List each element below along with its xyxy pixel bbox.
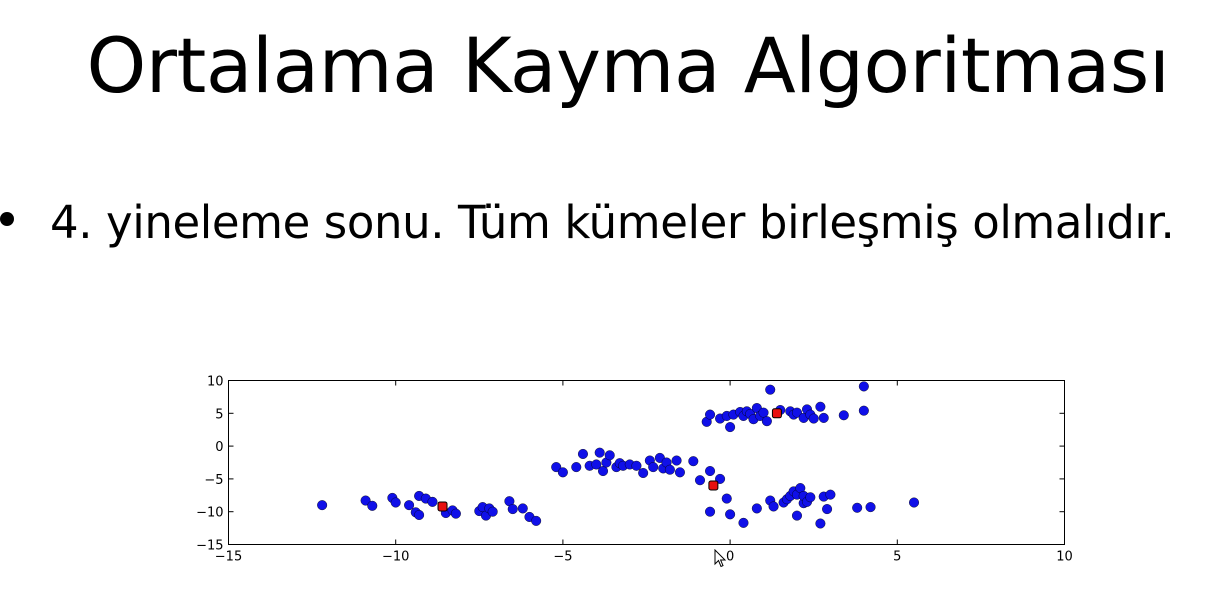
data-point (664, 464, 675, 475)
data-point (738, 517, 749, 528)
data-point (688, 456, 699, 467)
data-point (631, 460, 642, 471)
data-point (507, 504, 518, 515)
data-points (317, 381, 920, 529)
x-tick-label: 0 (726, 550, 734, 565)
data-point (487, 506, 498, 517)
data-point (695, 475, 706, 486)
x-tick-label: −10 (382, 550, 409, 565)
data-point (638, 467, 649, 478)
data-point (414, 509, 425, 520)
data-point (594, 447, 605, 458)
data-point (648, 462, 659, 473)
data-point (838, 410, 849, 421)
y-axis-ticks: 10 5 0 −5 −10 −15 (196, 375, 1065, 554)
y-tick-label: −5 (204, 473, 223, 488)
data-point (705, 409, 716, 420)
data-point (551, 462, 562, 473)
data-point (768, 501, 779, 512)
y-tick-label: −15 (196, 539, 223, 554)
scatter-chart: −15 −10 −5 0 5 10 10 5 0 −5 −10 −15 (196, 375, 1073, 565)
data-point (725, 509, 736, 520)
x-tick-label: −5 (553, 550, 572, 565)
data-point (761, 416, 772, 427)
data-point (825, 489, 836, 500)
data-point (865, 502, 876, 513)
data-point (818, 412, 829, 423)
mouse-cursor-icon (714, 549, 727, 568)
y-tick-label: 0 (215, 440, 223, 455)
data-point (815, 401, 826, 412)
data-point (852, 502, 863, 513)
x-tick-label: 5 (893, 550, 901, 565)
data-point (571, 462, 582, 473)
data-point (317, 500, 328, 511)
centroid-point (771, 408, 782, 419)
data-point (791, 510, 802, 521)
bullet-item: 4. yineleme sonu. Tüm kümeler birleşmiş … (0, 195, 1212, 255)
data-point (531, 515, 542, 526)
data-point (721, 493, 732, 504)
data-point (791, 407, 802, 418)
data-point (390, 497, 401, 508)
data-point (705, 506, 716, 517)
data-point (360, 495, 371, 506)
bullet-dot-icon (0, 212, 14, 226)
data-point (808, 413, 819, 424)
data-point (367, 500, 378, 511)
data-point (591, 459, 602, 470)
bullet-text: 4. yineleme sonu. Tüm kümeler birleşmiş … (50, 196, 1175, 249)
data-point (577, 448, 588, 459)
data-point (450, 508, 461, 519)
data-point (517, 503, 528, 514)
y-tick-label: 10 (207, 375, 224, 390)
data-point (858, 405, 869, 416)
data-point (604, 450, 615, 461)
data-point (815, 518, 826, 529)
data-point (758, 407, 769, 418)
data-point (427, 496, 438, 507)
data-point (598, 466, 609, 477)
data-point (751, 503, 762, 514)
data-point (725, 422, 736, 433)
x-tick-label: 10 (1056, 550, 1073, 565)
data-point (705, 466, 716, 477)
centroid-point (437, 501, 448, 512)
y-tick-label: −10 (196, 506, 223, 521)
data-point (671, 455, 682, 466)
data-point (909, 497, 920, 508)
y-tick-label: 5 (215, 407, 223, 422)
x-tick-label: −15 (215, 550, 242, 565)
data-point (765, 384, 776, 395)
data-point (805, 492, 816, 503)
slide-title: Ortalama Kayma Algoritması (86, 21, 1170, 110)
data-point (404, 500, 415, 511)
data-point (858, 381, 869, 392)
data-point (557, 467, 568, 478)
data-point (674, 467, 685, 478)
x-axis-ticks: −15 −10 −5 0 5 10 (215, 380, 1073, 565)
data-point (822, 504, 833, 515)
centroid-point (708, 480, 719, 491)
